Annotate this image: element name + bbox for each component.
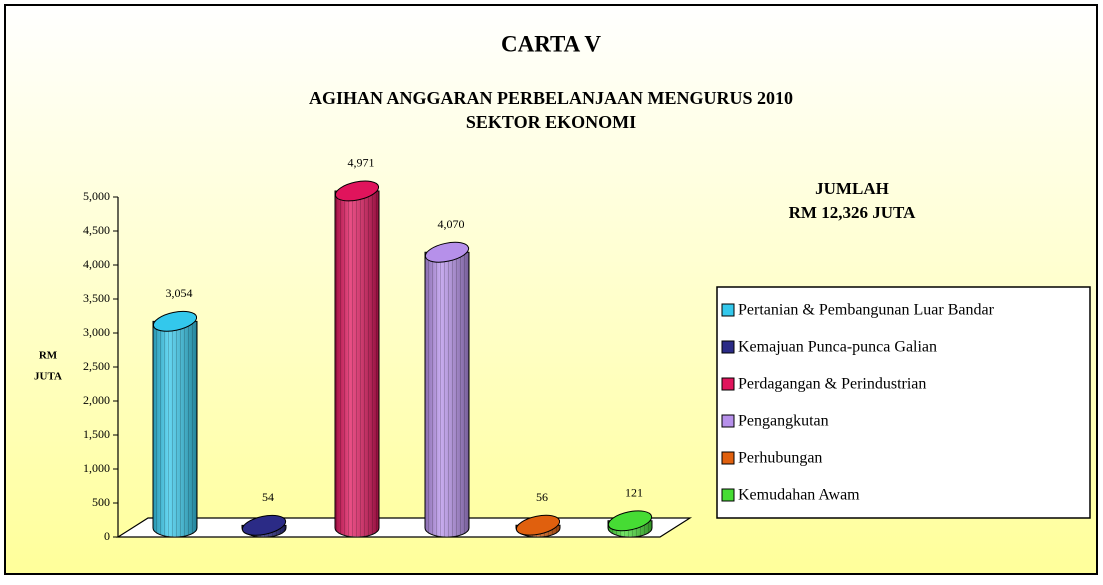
bar [424, 241, 470, 538]
y-tick-label: 3,500 [83, 291, 110, 305]
bar-top [515, 514, 561, 536]
bar-top [607, 510, 653, 532]
bar [241, 514, 287, 538]
chart-subtitle: AGIHAN ANGGARAN PERBELANJAAN MENGURUS 20… [309, 88, 793, 108]
y-tick-label: 1,500 [83, 427, 110, 441]
bar [607, 510, 653, 538]
legend [716, 286, 1091, 519]
floor [115, 517, 693, 538]
y-axis-label: RM [39, 350, 58, 362]
bar-stripes [335, 190, 379, 538]
bar-top [241, 514, 287, 536]
bar [334, 180, 380, 538]
legend-label: Perdagangan & Perindustrian [738, 376, 926, 393]
legend-label: Pertanian & Pembangunan Luar Bandar [738, 302, 995, 319]
y-tick-label: 500 [92, 495, 110, 509]
y-tick-label: 1,000 [83, 461, 110, 475]
y-tick-label: 0 [104, 529, 110, 543]
legend-swatch [721, 340, 735, 354]
value-label: 3,054 [166, 286, 193, 300]
value-label: 56 [536, 490, 548, 504]
annotation: RM 12,326 JUTA [789, 203, 916, 222]
bar-top [334, 180, 380, 202]
legend-label: Kemudahan Awam [738, 487, 860, 504]
legend-swatch [721, 451, 735, 465]
y-tick-label: 2,500 [83, 359, 110, 373]
value-label: 4,070 [438, 217, 465, 231]
chart-title: CARTA V [501, 31, 601, 56]
legend-swatch [721, 377, 735, 391]
y-tick-label: 3,000 [83, 325, 110, 339]
bar [515, 514, 561, 538]
legend-swatch [721, 414, 735, 428]
annotation: JUMLAH [815, 179, 889, 198]
bar-top [152, 310, 198, 332]
legend-swatch [721, 303, 735, 317]
legend-label: Perhubungan [738, 450, 822, 467]
chart-subtitle: SEKTOR EKONOMI [466, 112, 636, 132]
value-label: 121 [625, 486, 643, 500]
legend-label: Pengangkutan [738, 413, 829, 430]
bar-top [424, 241, 470, 263]
legend-label: Kemajuan Punca-punca Galian [738, 339, 937, 356]
value-label: 4,971 [348, 156, 375, 170]
y-tick-label: 5,000 [83, 189, 110, 203]
y-axis-label: JUTA [34, 371, 62, 383]
bar [152, 310, 198, 538]
bar-stripes [425, 252, 469, 538]
y-tick-label: 4,000 [83, 257, 110, 271]
bar-stripes [153, 321, 197, 537]
y-tick-label: 4,500 [83, 223, 110, 237]
legend-swatch [721, 488, 735, 502]
y-tick-label: 2,000 [83, 393, 110, 407]
value-label: 54 [262, 490, 274, 504]
